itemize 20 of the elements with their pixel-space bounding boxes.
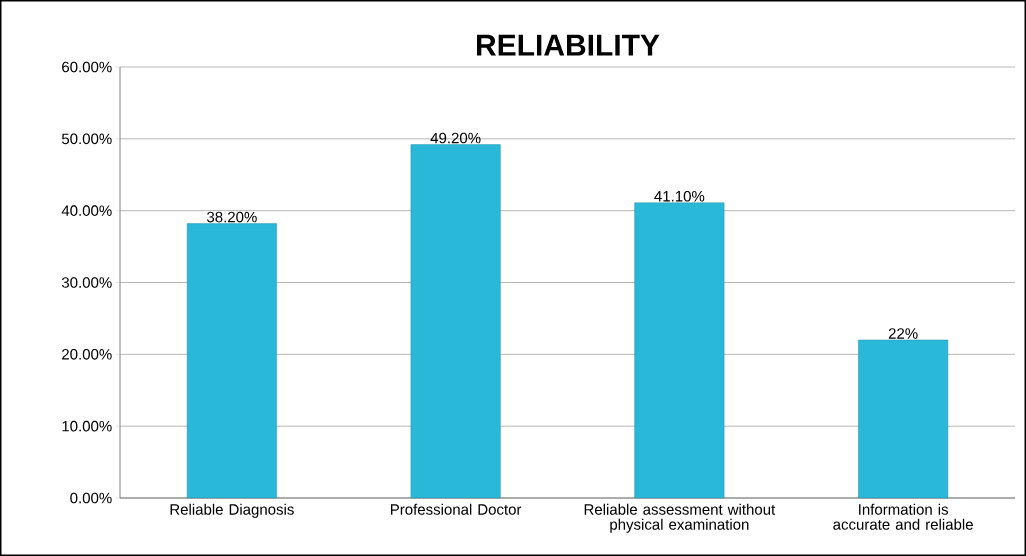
x-tick-label: Professional Doctor xyxy=(391,503,522,515)
y-tick-label: 10.00% xyxy=(62,420,112,432)
x-tick-label: Information is accurate and reliable xyxy=(833,503,973,530)
data-label: 49.20% xyxy=(430,132,481,144)
bar xyxy=(186,223,277,499)
y-tick-label: 60.00% xyxy=(62,61,112,73)
data-label: 38.20% xyxy=(207,211,257,223)
bar xyxy=(858,339,949,499)
x-tick-label: Reliable assessment without physical examination xyxy=(584,503,776,533)
y-tick-label: 40.00% xyxy=(61,205,112,216)
chart-title: RELIABILITY xyxy=(477,34,660,56)
y-tick-label: 0.00% xyxy=(70,492,112,504)
bar xyxy=(410,144,501,499)
y-tick-label: 30.00% xyxy=(61,277,112,288)
bar xyxy=(634,202,725,499)
x-tick-label: Reliable Diagnosis xyxy=(170,503,294,518)
y-tick-label: 20.00% xyxy=(62,349,112,360)
y-tick-label: 50.00% xyxy=(61,133,112,145)
data-label: 22% xyxy=(888,328,918,339)
data-label: 41.10% xyxy=(654,190,705,202)
